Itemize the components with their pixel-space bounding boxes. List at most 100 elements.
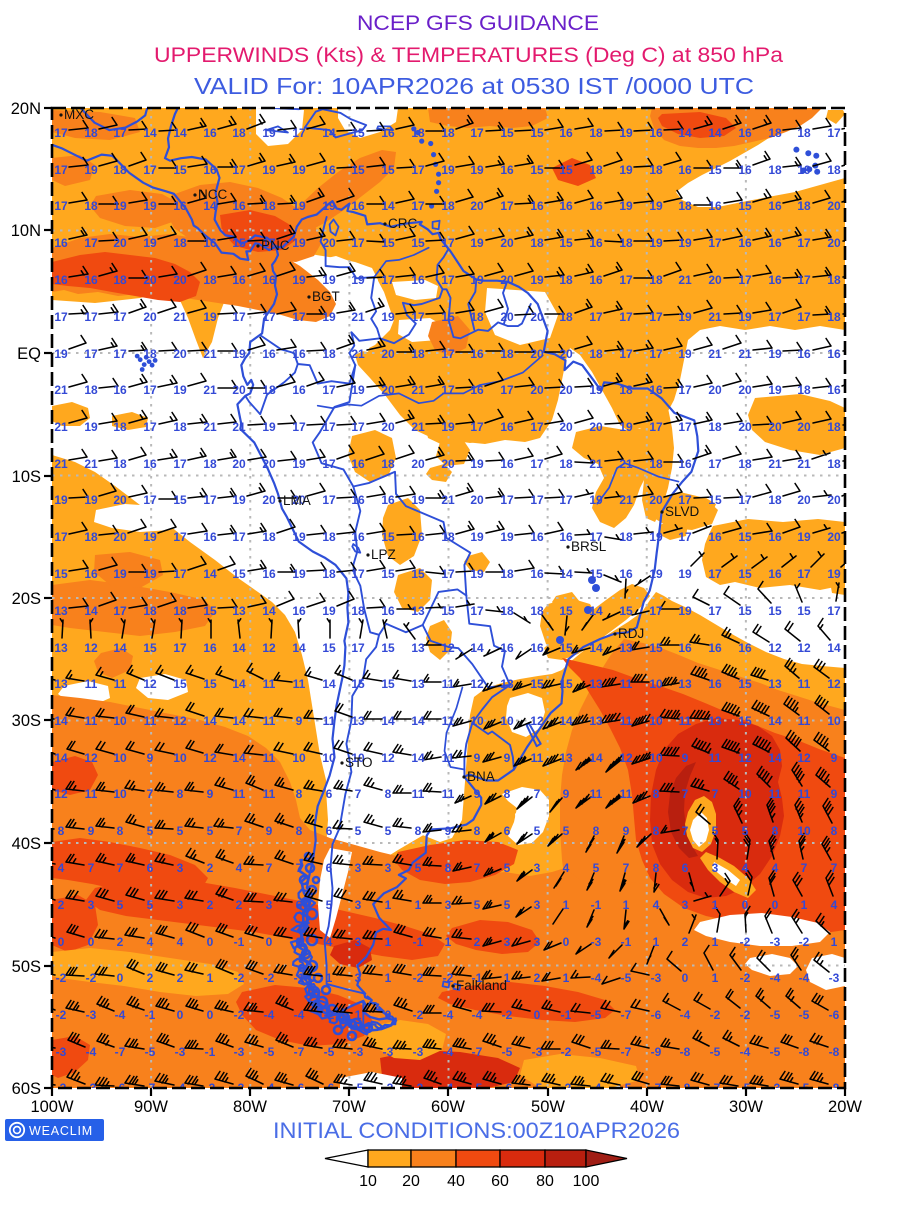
svg-text:19: 19 (113, 199, 127, 213)
svg-text:LPZ: LPZ (371, 547, 396, 562)
svg-text:-1: -1 (205, 1045, 216, 1059)
svg-text:19: 19 (589, 493, 603, 507)
svg-text:16: 16 (411, 273, 425, 287)
svg-text:13: 13 (589, 677, 603, 691)
svg-text:1: 1 (563, 898, 570, 912)
svg-text:9: 9 (207, 787, 214, 801)
svg-text:15: 15 (559, 236, 573, 250)
svg-text:-6: -6 (294, 1081, 305, 1095)
svg-text:21: 21 (708, 310, 722, 324)
svg-text:1: 1 (207, 971, 214, 985)
svg-text:-3: -3 (86, 1081, 97, 1095)
svg-text:10: 10 (359, 1173, 377, 1190)
svg-text:16: 16 (470, 347, 484, 361)
svg-text:19: 19 (530, 273, 544, 287)
svg-text:17: 17 (84, 347, 98, 361)
svg-text:-2: -2 (710, 1008, 721, 1022)
svg-text:18: 18 (232, 126, 246, 140)
svg-text:9: 9 (266, 824, 273, 838)
svg-text:17: 17 (441, 273, 455, 287)
svg-text:WEACLIM: WEACLIM (29, 1124, 93, 1138)
svg-text:18: 18 (589, 126, 603, 140)
svg-text:11: 11 (442, 714, 455, 728)
svg-text:11: 11 (442, 787, 455, 801)
svg-text:60W: 60W (431, 1098, 465, 1116)
svg-text:10N: 10N (11, 222, 41, 240)
svg-text:1: 1 (355, 1008, 362, 1022)
svg-text:11: 11 (114, 677, 127, 691)
svg-text:19: 19 (54, 493, 68, 507)
svg-text:18: 18 (203, 273, 217, 287)
svg-text:2: 2 (296, 935, 303, 949)
svg-text:16: 16 (708, 530, 722, 544)
svg-text:-1: -1 (294, 971, 305, 985)
svg-text:11: 11 (412, 787, 425, 801)
svg-text:14: 14 (381, 714, 395, 728)
svg-text:19: 19 (173, 383, 187, 397)
svg-text:12: 12 (441, 641, 455, 655)
svg-text:20: 20 (381, 383, 395, 397)
svg-text:7: 7 (712, 787, 719, 801)
svg-text:19: 19 (262, 163, 276, 177)
svg-text:21: 21 (768, 457, 782, 471)
svg-text:19: 19 (649, 530, 663, 544)
svg-text:16: 16 (678, 457, 692, 471)
svg-text:11: 11 (798, 714, 811, 728)
svg-text:5: 5 (355, 824, 362, 838)
svg-text:21: 21 (84, 457, 98, 471)
svg-text:13: 13 (411, 677, 425, 691)
svg-text:3: 3 (712, 861, 719, 875)
svg-text:14: 14 (262, 604, 276, 618)
svg-text:-3: -3 (175, 1045, 186, 1059)
svg-text:5: 5 (593, 861, 600, 875)
svg-text:-6: -6 (324, 1081, 335, 1095)
svg-text:14: 14 (84, 604, 98, 618)
svg-text:20: 20 (411, 457, 425, 471)
svg-text:10: 10 (649, 677, 663, 691)
svg-text:15: 15 (381, 530, 395, 544)
svg-text:14: 14 (203, 714, 217, 728)
svg-text:8: 8 (177, 787, 184, 801)
svg-text:-3: -3 (353, 1045, 364, 1059)
svg-text:16: 16 (292, 604, 306, 618)
svg-text:12: 12 (173, 714, 187, 728)
svg-text:14: 14 (232, 714, 246, 728)
svg-text:20W: 20W (828, 1098, 862, 1116)
svg-text:17: 17 (797, 310, 811, 324)
svg-text:21: 21 (411, 420, 425, 434)
svg-text:21: 21 (173, 310, 187, 324)
svg-text:1: 1 (385, 898, 392, 912)
svg-text:-8: -8 (799, 1045, 810, 1059)
svg-text:40: 40 (447, 1173, 465, 1190)
svg-text:18: 18 (589, 347, 603, 361)
svg-text:-2: -2 (234, 971, 245, 985)
svg-text:50W: 50W (531, 1098, 565, 1116)
svg-text:17: 17 (649, 604, 663, 618)
svg-text:20: 20 (262, 457, 276, 471)
svg-text:2: 2 (682, 935, 689, 949)
svg-text:20: 20 (530, 383, 544, 397)
svg-text:5: 5 (177, 824, 184, 838)
svg-text:18: 18 (530, 604, 544, 618)
svg-text:16: 16 (84, 567, 98, 581)
svg-text:8: 8 (831, 824, 838, 838)
svg-text:15: 15 (203, 677, 217, 691)
svg-text:18: 18 (768, 493, 782, 507)
svg-text:20: 20 (292, 493, 306, 507)
svg-text:-5: -5 (145, 1045, 156, 1059)
svg-text:14: 14 (559, 714, 573, 728)
svg-text:1: 1 (504, 971, 511, 985)
svg-text:15: 15 (708, 493, 722, 507)
svg-text:-4: -4 (264, 1081, 275, 1095)
svg-text:16: 16 (708, 199, 722, 213)
svg-text:2: 2 (207, 898, 214, 912)
svg-text:100W: 100W (30, 1098, 74, 1116)
svg-text:19: 19 (262, 126, 276, 140)
svg-text:19: 19 (649, 199, 663, 213)
svg-text:15: 15 (381, 567, 395, 581)
svg-text:-5: -5 (621, 971, 632, 985)
svg-text:-2: -2 (443, 971, 454, 985)
svg-text:4: 4 (236, 861, 243, 875)
svg-text:15: 15 (559, 163, 573, 177)
svg-text:20: 20 (738, 383, 752, 397)
